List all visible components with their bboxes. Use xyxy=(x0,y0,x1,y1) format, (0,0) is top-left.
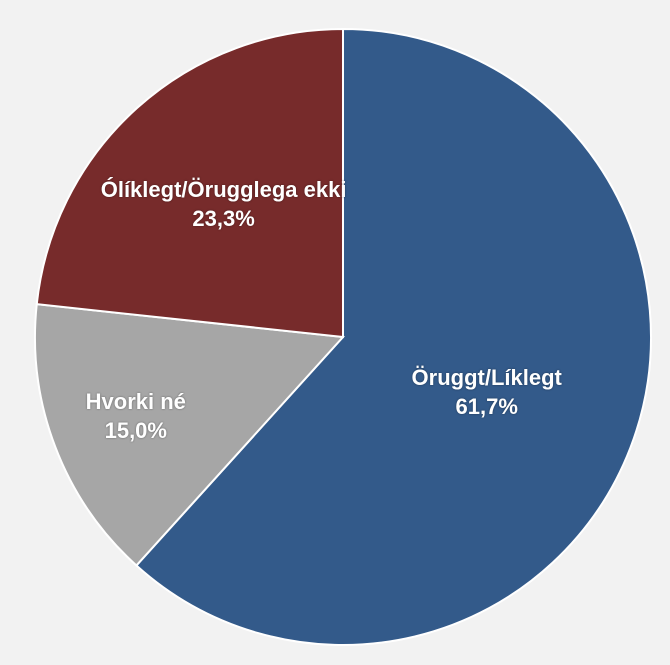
category-label: Hvorki né xyxy=(85,389,186,415)
value-label: 23,3% xyxy=(192,206,255,232)
category-label: Ólíklegt/Örugglega ekki xyxy=(100,177,347,203)
value-label: 61,7% xyxy=(455,394,518,420)
slice-label: Ólíklegt/Örugglega ekki 23,3% xyxy=(99,175,349,233)
category-label: Öruggt/Líklegt xyxy=(411,365,562,391)
pie-slice xyxy=(135,27,652,646)
slice-label: Hvorki né 15,0% xyxy=(11,387,261,445)
slice-label: Öruggt/Líklegt 61,7% xyxy=(362,363,612,421)
pie-slice xyxy=(35,27,344,339)
value-label: 15,0% xyxy=(104,418,167,444)
pie-slice xyxy=(34,303,346,567)
